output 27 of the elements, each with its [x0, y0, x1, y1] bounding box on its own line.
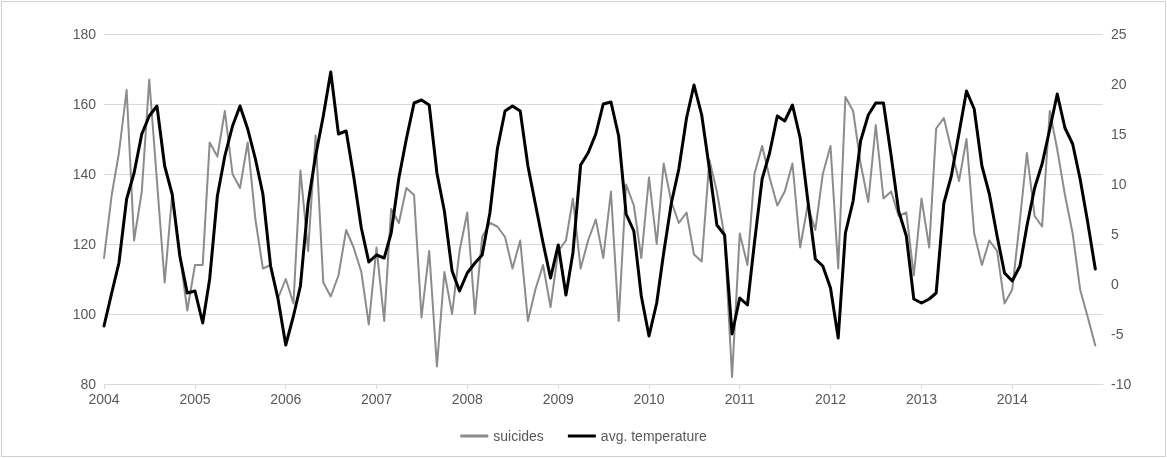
x-tick-label: 2009	[542, 391, 575, 407]
x-tick-label: 2006	[270, 391, 302, 407]
y2-tick-label: -5	[1111, 326, 1124, 342]
legend-label: avg. temperature	[600, 428, 707, 444]
y2-tick-label: 20	[1111, 76, 1127, 92]
x-tick-label: 2012	[814, 391, 847, 407]
y2-tick-label: 25	[1111, 26, 1127, 42]
x-tick-label: 2007	[360, 391, 393, 407]
y-tick-label: 120	[72, 236, 97, 252]
x-tick-label: 2014	[996, 391, 1029, 407]
legend-label: suicides	[493, 428, 544, 444]
x-tick-label: 2005	[179, 391, 211, 407]
y-tick-label: 160	[72, 96, 97, 112]
x-tick-label: 2013	[905, 391, 938, 407]
y-tick-label: 100	[72, 306, 97, 322]
y-tick-label: 80	[80, 376, 97, 392]
y2-tick-label: -10	[1111, 376, 1132, 392]
y2-tick-label: 0	[1111, 276, 1119, 292]
x-tick-label: 2011	[724, 391, 756, 407]
y2-tick-label: 5	[1111, 226, 1119, 242]
y-tick-label: 180	[72, 26, 97, 42]
x-tick-label: 2010	[633, 391, 665, 407]
y2-tick-label: 10	[1111, 176, 1127, 192]
y2-tick-label: 15	[1111, 126, 1127, 142]
x-tick-label: 2004	[88, 391, 120, 407]
y-tick-label: 140	[72, 166, 97, 182]
x-tick-label: 2008	[451, 391, 484, 407]
